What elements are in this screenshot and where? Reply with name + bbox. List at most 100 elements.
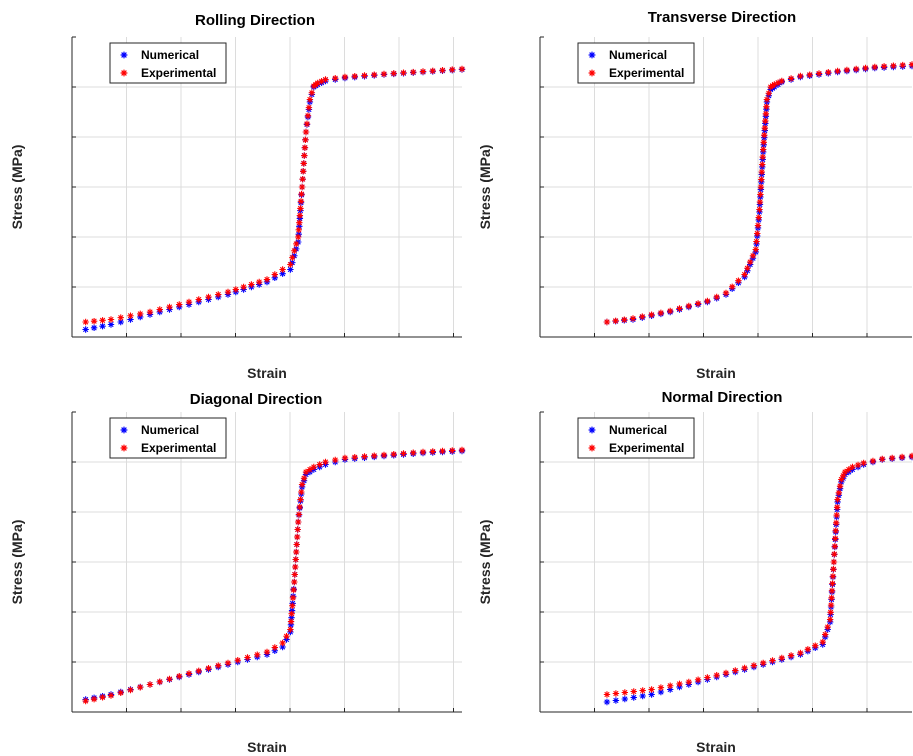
data-point bbox=[756, 198, 764, 206]
legend-marker-numerical bbox=[588, 51, 596, 59]
chart-panel-2: Transverse Direction Strain Stress (MPa) Nu… bbox=[477, 9, 913, 381]
data-point bbox=[316, 461, 323, 468]
data-point bbox=[294, 533, 301, 541]
data-point bbox=[287, 626, 294, 633]
data-point bbox=[301, 144, 309, 151]
data-point bbox=[841, 468, 849, 476]
data-point bbox=[279, 270, 286, 277]
data-point bbox=[778, 654, 785, 662]
data-point bbox=[279, 639, 286, 647]
y-axis-label: Stress (MPa) bbox=[477, 520, 493, 605]
legend-marker-experimental bbox=[120, 444, 128, 452]
data-point bbox=[612, 317, 619, 325]
series-experimental bbox=[82, 446, 466, 705]
data-point bbox=[298, 183, 306, 191]
data-point bbox=[215, 291, 222, 298]
series-numerical bbox=[82, 66, 466, 333]
data-point bbox=[127, 312, 134, 319]
data-point bbox=[722, 289, 730, 297]
data-point bbox=[834, 67, 841, 75]
data-point bbox=[82, 697, 89, 705]
data-point bbox=[838, 476, 845, 483]
data-point bbox=[833, 504, 841, 511]
data-point bbox=[166, 303, 173, 311]
data-point bbox=[297, 496, 304, 503]
data-point bbox=[787, 652, 795, 659]
data-point bbox=[758, 176, 765, 183]
data-point bbox=[832, 535, 839, 542]
data-point bbox=[289, 254, 296, 261]
data-point bbox=[819, 638, 826, 646]
data-point bbox=[754, 222, 762, 229]
data-point bbox=[341, 454, 349, 462]
data-point bbox=[215, 662, 222, 669]
data-point bbox=[195, 667, 202, 675]
data-point bbox=[234, 657, 241, 664]
data-point bbox=[288, 610, 295, 617]
data-point bbox=[667, 307, 674, 315]
data-point bbox=[621, 695, 629, 703]
data-point bbox=[758, 168, 766, 176]
data-point bbox=[648, 686, 655, 693]
data-point bbox=[759, 153, 766, 161]
data-point bbox=[762, 110, 770, 117]
data-point bbox=[763, 103, 770, 110]
data-point bbox=[400, 450, 407, 457]
x-axis-label: Strain bbox=[696, 365, 736, 381]
data-point bbox=[293, 240, 300, 248]
data-point bbox=[293, 541, 300, 548]
data-point bbox=[289, 594, 297, 602]
data-point bbox=[757, 191, 764, 198]
data-point bbox=[657, 684, 665, 691]
data-point bbox=[296, 212, 304, 219]
data-point bbox=[648, 311, 655, 318]
data-point bbox=[621, 689, 629, 696]
data-point bbox=[380, 70, 388, 78]
data-point bbox=[429, 67, 436, 75]
data-point bbox=[332, 456, 339, 464]
data-point bbox=[295, 226, 302, 234]
data-point bbox=[828, 594, 835, 602]
data-point bbox=[254, 651, 261, 658]
data-point bbox=[704, 674, 711, 681]
chart-panel-1: Rolling Direction Strain Stress (MPa) Numer… bbox=[9, 12, 466, 381]
data-point bbox=[299, 175, 306, 183]
data-point bbox=[298, 488, 305, 496]
data-point bbox=[306, 96, 314, 103]
legend-marker-numerical bbox=[120, 51, 128, 59]
data-point bbox=[310, 463, 317, 471]
data-point bbox=[755, 214, 762, 221]
data-point bbox=[713, 672, 720, 679]
data-point bbox=[296, 223, 303, 230]
data-point bbox=[765, 90, 772, 97]
y-axis-label: Stress (MPa) bbox=[477, 145, 493, 230]
data-point bbox=[750, 662, 758, 669]
data-point bbox=[806, 71, 813, 78]
data-point bbox=[127, 316, 134, 323]
data-point bbox=[371, 71, 378, 78]
data-point bbox=[761, 132, 768, 139]
data-point bbox=[439, 67, 446, 74]
data-point bbox=[746, 258, 754, 266]
data-point bbox=[778, 77, 785, 85]
data-point bbox=[318, 78, 325, 85]
data-point bbox=[612, 690, 620, 697]
data-point bbox=[292, 563, 299, 571]
legend-marker-experimental bbox=[588, 69, 596, 77]
data-point bbox=[99, 694, 106, 701]
data-point bbox=[127, 686, 134, 694]
data-point bbox=[295, 230, 302, 238]
data-point bbox=[248, 281, 255, 288]
data-point bbox=[232, 286, 239, 293]
data-point bbox=[843, 66, 851, 74]
data-point bbox=[759, 161, 766, 168]
data-point bbox=[306, 466, 314, 473]
data-point bbox=[760, 659, 767, 667]
data-point bbox=[761, 124, 768, 132]
data-point bbox=[771, 81, 778, 88]
data-point bbox=[603, 698, 611, 706]
data-point bbox=[293, 548, 300, 556]
data-point bbox=[744, 265, 751, 272]
data-point bbox=[380, 451, 388, 459]
data-point bbox=[825, 69, 832, 76]
